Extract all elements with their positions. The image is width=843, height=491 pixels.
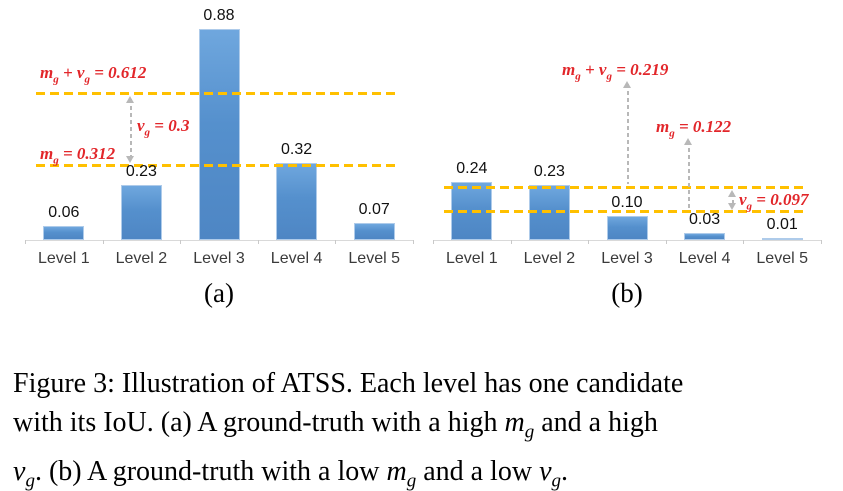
x-axis-tick — [821, 240, 822, 244]
x-axis-tick — [588, 240, 590, 244]
threshold-line-mg — [36, 164, 400, 168]
x-axis-label: Level 1 — [446, 250, 498, 267]
bar-value-label: 0.23 — [533, 162, 565, 180]
annotation-label: mg + vg = 0.612 — [40, 63, 147, 86]
x-axis-label: Level 3 — [193, 250, 245, 267]
arrowhead-down-icon — [126, 156, 134, 163]
x-axis-label: Level 2 — [523, 250, 576, 267]
figure-caption: Figure 3: Illustration of ATSS. Each lev… — [13, 364, 837, 491]
x-axis-tick — [433, 240, 434, 244]
x-axis-label: Level 5 — [756, 250, 808, 267]
x-axis-label: Level 5 — [348, 250, 400, 267]
x-axis-tick — [665, 240, 667, 244]
bar-value-label: 0.23 — [125, 162, 157, 180]
bar — [353, 223, 395, 240]
x-axis-line — [25, 240, 413, 241]
bar — [606, 216, 648, 240]
panel-label: (a) — [204, 278, 234, 308]
annotation-label: mg = 0.312 — [40, 144, 116, 167]
bar-value-label: 0.32 — [281, 141, 313, 159]
x-axis-label: Level 3 — [601, 250, 653, 267]
arrow-line — [731, 193, 734, 207]
x-axis-tick — [25, 240, 26, 244]
threshold-line-mg_plus_vg — [36, 92, 400, 96]
bar-value-label: 0.10 — [611, 194, 643, 211]
bar-value-label: 0.07 — [358, 201, 390, 219]
arrowhead-up-icon — [623, 81, 631, 88]
x-axis-label: Level 1 — [38, 250, 90, 267]
arrow-line — [129, 99, 132, 160]
bar-value-label: 0.88 — [203, 6, 235, 24]
bar — [43, 225, 85, 240]
threshold-line-mg_plus_vg — [444, 186, 808, 190]
arrow-line — [626, 84, 629, 184]
dashed-arrow — [728, 190, 737, 210]
annotation-label: mg = 0.122 — [656, 117, 732, 140]
annotation-label: vg = 0.3 — [137, 116, 190, 139]
bar-value-label: 0.03 — [689, 210, 721, 228]
x-axis-tick — [335, 240, 337, 244]
x-axis-label: Level 4 — [270, 250, 323, 267]
x-axis-tick — [413, 240, 414, 244]
x-axis-label: Level 2 — [115, 250, 168, 267]
x-axis-tick — [257, 240, 259, 244]
x-axis-line — [433, 240, 821, 241]
dashed-arrow — [623, 81, 632, 186]
bar-value-label: 0.24 — [456, 160, 488, 178]
bar — [198, 28, 240, 240]
x-axis-tick — [510, 240, 512, 244]
arrow-line — [687, 141, 690, 208]
bar-value-label: 0.01 — [766, 215, 798, 233]
arrowhead-up-icon — [728, 190, 736, 197]
caption-line: vg. (b) A ground-truth with a low mg and… — [13, 455, 568, 491]
bar — [120, 184, 162, 240]
x-axis-tick — [180, 240, 182, 244]
bar — [761, 237, 803, 240]
arrowhead-up-icon — [684, 138, 692, 145]
arrowhead-down-icon — [728, 203, 736, 210]
dashed-arrow — [684, 138, 693, 210]
panel-label: (b) — [611, 278, 643, 308]
bar — [684, 232, 726, 240]
threshold-line-mg — [444, 209, 808, 213]
x-axis-tick — [102, 240, 104, 244]
arrowhead-up-icon — [126, 96, 134, 103]
bar-value-label: 0.06 — [48, 203, 80, 221]
annotation-label: mg + vg = 0.219 — [562, 60, 669, 83]
caption-line: Figure 3: Illustration of ATSS. Each lev… — [13, 368, 684, 399]
x-axis-label: Level 4 — [678, 250, 731, 267]
caption-line: with its IoU. (a) A ground-truth with a … — [13, 407, 658, 443]
x-axis-tick — [743, 240, 745, 244]
annotation-label: vg = 0.097 — [739, 190, 809, 213]
bar — [276, 163, 318, 240]
dashed-arrow — [126, 96, 135, 163]
